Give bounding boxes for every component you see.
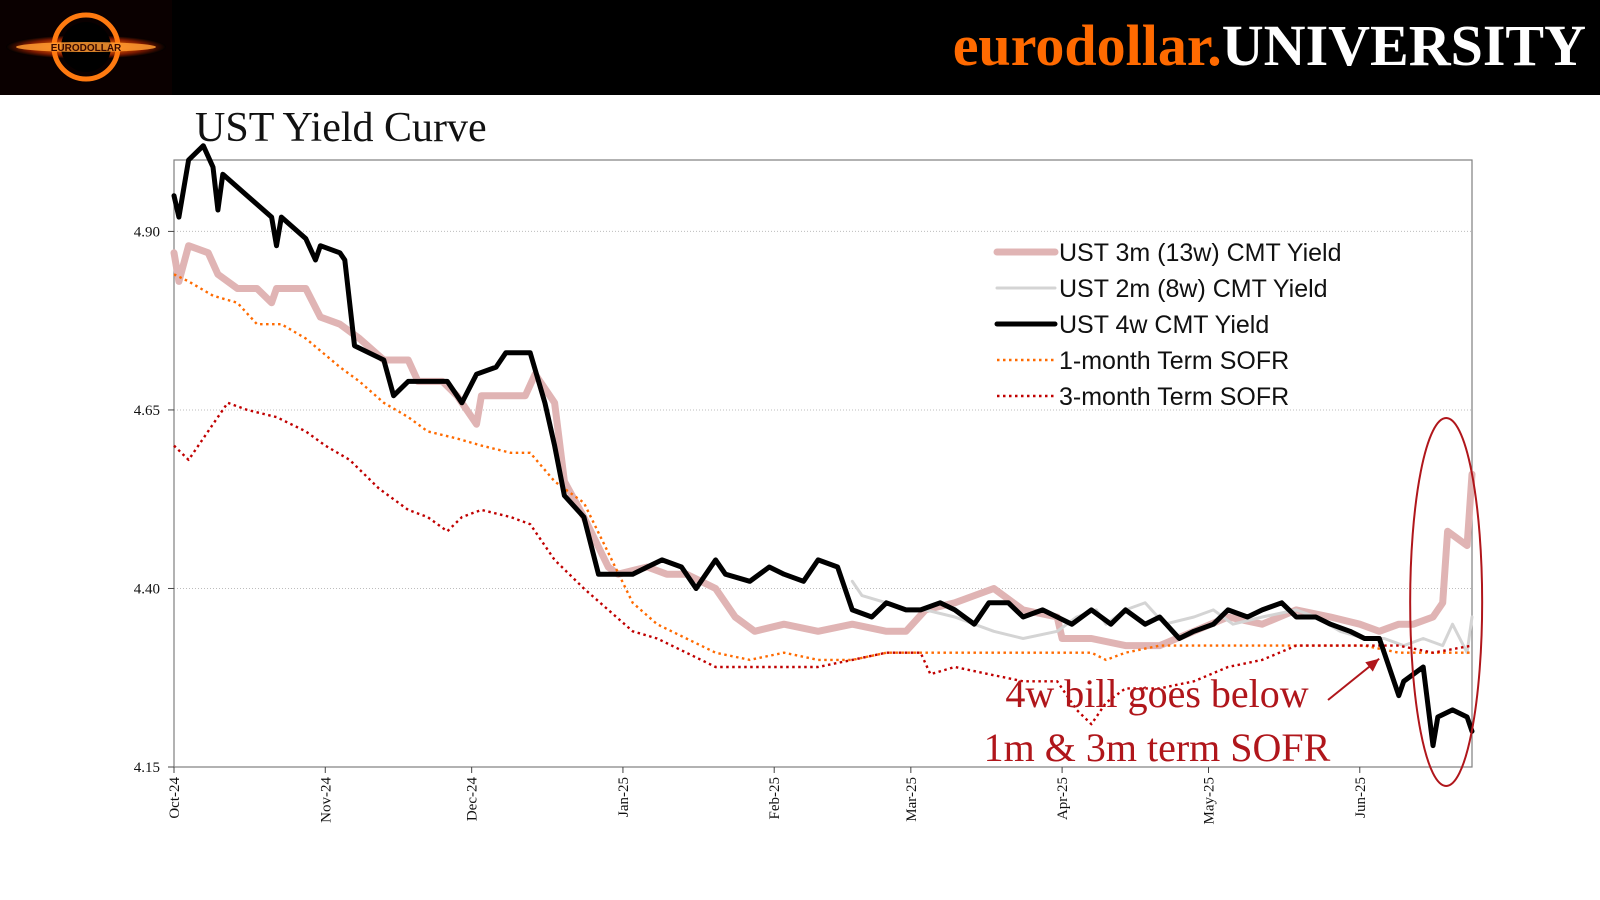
legend-label: UST 4w CMT Yield	[1059, 311, 1269, 339]
plot-frame	[173, 159, 1473, 768]
chart-title: UST Yield Curve	[195, 105, 487, 151]
y-tick-label: 4.90	[134, 224, 160, 240]
annotation-line-2: 1m & 3m term SOFR	[984, 725, 1331, 770]
x-tick-label: Mar-25	[904, 777, 920, 822]
series-line-ust-4w-cmt-yield	[171, 143, 1475, 749]
annotation-line-1: 4w bill goes below	[1005, 671, 1308, 716]
brand-right: UNIVERSITY	[1221, 13, 1586, 78]
legend-label: 1-month Term SOFR	[1059, 347, 1289, 375]
y-tick-label: 4.65	[134, 403, 160, 419]
x-tick-label: Dec-24	[465, 777, 481, 822]
series-line-3-month-term-sofr	[173, 401, 1473, 726]
annotation-arrowhead	[1365, 658, 1380, 672]
x-tick-label: Feb-25	[767, 777, 783, 820]
x-tick-label: Oct-24	[167, 777, 183, 819]
x-tick-label: Apr-25	[1055, 777, 1071, 820]
x-tick-label: Jan-25	[616, 777, 632, 817]
x-tick-label: Jun-25	[1353, 777, 1369, 818]
black-hole-logo-icon: EURODOLLAR	[0, 0, 172, 95]
legend-label: 3-month Term SOFR	[1059, 383, 1289, 411]
series-line-ust-3m-13w-cmt-yield	[170, 242, 1476, 650]
y-tick-label: 4.40	[134, 581, 160, 597]
x-tick-label: Nov-24	[318, 777, 334, 823]
series-line-1-month-term-sofr	[173, 273, 1472, 662]
header-banner: EURODOLLAR eurodollar.UNIVERSITY	[0, 0, 1600, 95]
brand-left: eurodollar.	[952, 13, 1222, 78]
legend-label: UST 2m (8w) CMT Yield	[1059, 275, 1328, 303]
x-tick-label: May-25	[1201, 777, 1217, 825]
highlight-ellipse	[1409, 417, 1484, 787]
legend-label: UST 3m (13w) CMT Yield	[1059, 239, 1341, 267]
brand-wordmark: eurodollar.UNIVERSITY	[953, 8, 1586, 84]
logo-text: EURODOLLAR	[51, 43, 122, 54]
legend: UST 3m (13w) CMT Yield UST 2m (8w) CMT Yi…	[993, 239, 1341, 411]
y-tick-label: 4.15	[134, 760, 160, 776]
